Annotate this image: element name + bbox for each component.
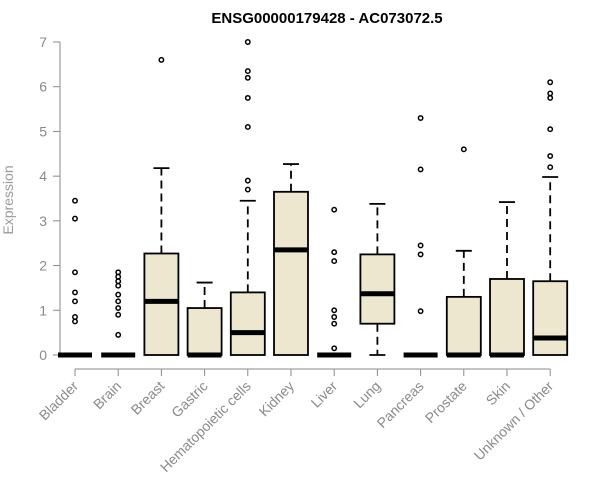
outlier-point	[331, 307, 338, 314]
x-tick-label: Lung	[350, 378, 383, 411]
outlier-point	[72, 197, 78, 204]
box-group	[229, 39, 266, 356]
box-group	[532, 79, 569, 356]
outlier-point	[547, 79, 554, 86]
y-tick-label: 1	[39, 302, 47, 318]
box-group	[359, 202, 396, 356]
plot-area	[58, 39, 569, 358]
y-tick-label: 4	[39, 168, 47, 184]
box-group	[273, 163, 309, 356]
outlier-point	[331, 345, 338, 352]
x-tick-label: Kidney	[256, 378, 298, 420]
outlier-point	[460, 146, 467, 153]
outlier-point	[417, 242, 424, 249]
x-tick-label: Gastric	[168, 378, 211, 421]
box	[143, 252, 180, 356]
y-tick-label: 7	[39, 34, 47, 50]
box	[359, 253, 396, 325]
y-tick-label: 6	[39, 79, 47, 95]
box	[273, 190, 309, 356]
outlier-point	[417, 166, 424, 173]
outlier-point	[244, 177, 251, 184]
outlier-point	[72, 289, 78, 296]
y-tick-label: 5	[39, 123, 47, 139]
outlier-point	[72, 314, 78, 320]
outlier-point	[115, 331, 122, 338]
outlier-point	[331, 320, 338, 327]
x-tick-label: Pancreas	[374, 378, 427, 431]
outlier-point	[115, 269, 122, 276]
box	[445, 295, 482, 356]
box-group	[186, 281, 223, 358]
box	[229, 291, 266, 356]
outlier-point	[417, 251, 424, 258]
outlier-point	[547, 90, 554, 97]
outlier-point	[72, 269, 78, 276]
outlier-point	[244, 186, 251, 193]
outlier-point	[417, 115, 424, 121]
outlier-point	[115, 311, 122, 318]
outlier-point	[331, 258, 338, 265]
x-tick-label: Prostate	[422, 378, 470, 426]
box-group	[445, 146, 482, 358]
x-tick-label: Unknown / Other	[471, 378, 557, 464]
outlier-point	[331, 206, 338, 213]
outlier-point	[72, 215, 78, 222]
box	[186, 307, 223, 356]
outlier-point	[547, 126, 554, 133]
outlier-point	[244, 94, 251, 101]
y-tick-label: 3	[39, 213, 47, 229]
outlier-point	[244, 124, 251, 130]
y-tick-label: 2	[39, 258, 47, 274]
outlier-point	[72, 298, 78, 305]
x-tick-label: Breast	[128, 378, 168, 418]
outlier-point	[115, 298, 122, 305]
box-group	[101, 269, 136, 358]
outlier-point	[331, 249, 338, 256]
box-group	[143, 56, 180, 356]
box-group	[489, 201, 525, 358]
box-group	[317, 206, 352, 358]
outlier-point	[115, 305, 122, 311]
box	[489, 278, 525, 356]
outlier-point	[331, 314, 338, 320]
box	[532, 280, 569, 356]
outlier-point	[244, 74, 251, 81]
outlier-point	[417, 308, 424, 315]
outlier-point	[158, 56, 165, 63]
x-tick-label: Bladder	[36, 378, 82, 424]
x-tick-label: Liver	[308, 378, 341, 411]
outlier-point	[547, 153, 554, 159]
outlier-point	[115, 291, 122, 298]
outlier-point	[244, 39, 251, 45]
x-tick-label: Skin	[483, 378, 514, 409]
x-tick-label: Brain	[90, 378, 124, 412]
y-tick-label: 0	[39, 347, 47, 363]
outlier-point	[244, 68, 251, 75]
chart-title: ENSG00000179428 - AC073072.5	[211, 10, 442, 27]
y-axis-label: Expression	[0, 165, 16, 234]
y-axis: 0 1 2 3 4 5 6 7	[39, 34, 61, 363]
box-group	[403, 115, 438, 358]
box-group	[58, 197, 92, 358]
outlier-point	[547, 164, 554, 171]
